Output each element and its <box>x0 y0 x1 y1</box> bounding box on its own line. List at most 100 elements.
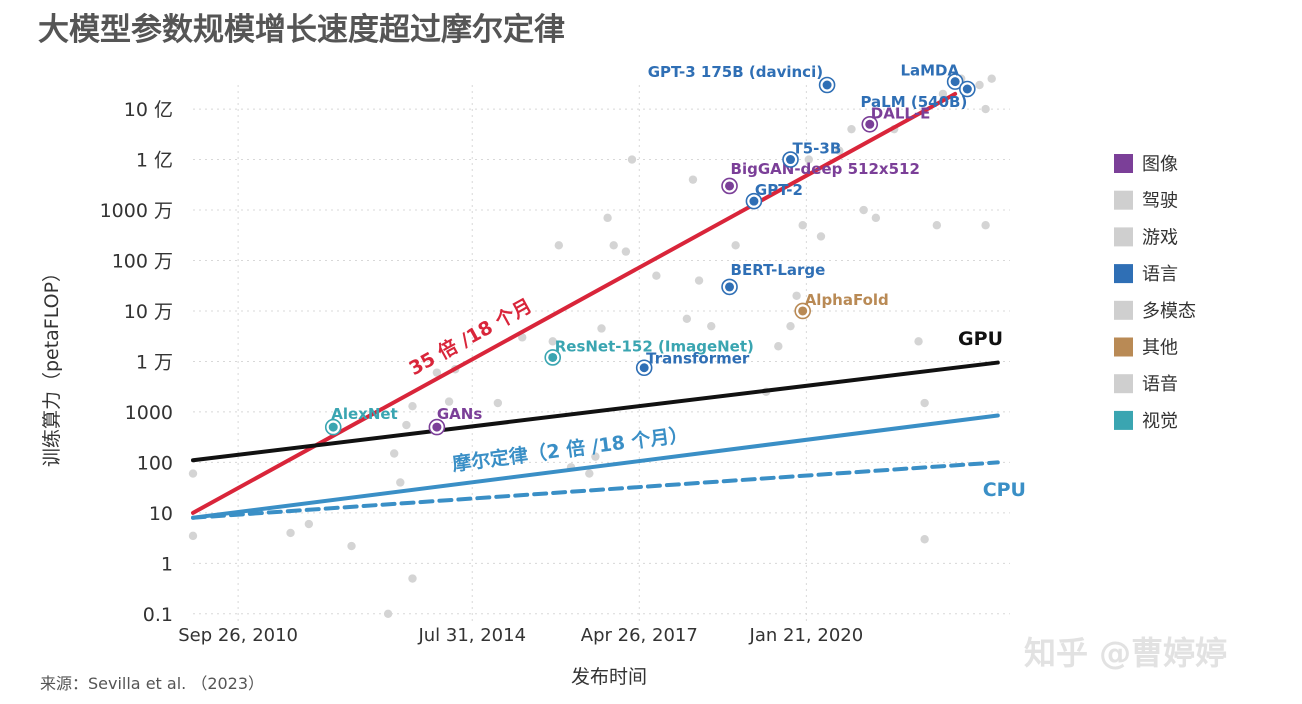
model-point <box>725 181 735 191</box>
source-note: 来源：Sevilla et al. （2023） <box>40 674 264 693</box>
model-label: Transformer <box>646 350 750 368</box>
data-point <box>786 321 795 331</box>
data-point <box>798 221 807 230</box>
y-tick-label: 10 万 <box>124 301 173 323</box>
y-axis-label: 训练算力（petaFLOP） <box>41 263 63 467</box>
data-point <box>383 609 393 619</box>
x-tick-label: Apr 26, 2017 <box>581 625 698 646</box>
data-point <box>987 74 996 83</box>
model-point <box>432 422 442 432</box>
trend-line-gpu <box>191 360 1000 463</box>
legend-swatch-multimodal <box>1114 300 1133 320</box>
model-label: LaMDA <box>900 62 959 80</box>
model-label: AlphaFold <box>805 291 889 309</box>
data-point <box>835 146 844 155</box>
model-point <box>962 84 972 94</box>
model-label: DALL-E <box>871 104 931 122</box>
data-point <box>432 368 442 377</box>
data-point <box>981 221 990 230</box>
y-tick-label: 0.1 <box>143 604 173 626</box>
data-point <box>585 469 594 478</box>
trend-lines <box>191 91 1000 520</box>
model-point <box>639 363 649 373</box>
legend-label-other: 其他 <box>1142 338 1178 359</box>
page-title: 大模型参数规模增长速度超过摩尔定律 <box>38 12 565 48</box>
x-axis-ticks: Sep 26, 2010 Jul 31, 2014 Apr 26, 2017 Jan … <box>178 625 863 646</box>
data-point <box>932 221 942 230</box>
data-point <box>847 124 856 134</box>
data-point <box>188 531 198 541</box>
legend-label-game: 游戏 <box>1142 227 1178 248</box>
trend-label-gpu: GPU <box>958 328 1003 350</box>
model-point <box>749 196 759 206</box>
data-point <box>920 535 929 544</box>
data-point <box>792 291 801 300</box>
data-point <box>774 342 783 351</box>
data-point <box>975 80 984 90</box>
data-point <box>597 324 606 333</box>
data-point <box>688 175 698 184</box>
x-tick-label: Jul 31, 2014 <box>417 625 526 646</box>
y-tick-label: 100 万 <box>112 250 173 272</box>
model-label: PaLM (540B) <box>860 93 967 111</box>
y-tick-label: 1 亿 <box>136 150 173 172</box>
model-point <box>725 282 735 292</box>
y-tick-label: 10 亿 <box>124 99 173 121</box>
data-point <box>652 271 661 280</box>
data-point <box>408 574 417 583</box>
y-tick-label: 1000 <box>125 402 173 424</box>
model-point <box>328 422 338 432</box>
data-point <box>444 397 454 406</box>
y-tick-label: 1000 万 <box>100 200 173 222</box>
data-point <box>682 314 692 323</box>
data-point <box>707 321 716 331</box>
data-point <box>286 528 295 538</box>
data-point <box>621 247 631 256</box>
trend-label-cpu: CPU <box>983 479 1026 501</box>
legend-label-multimodal: 多模态 <box>1142 301 1196 322</box>
data-point <box>938 89 948 99</box>
trend-line-cpu <box>191 460 1000 520</box>
model-point <box>950 77 960 87</box>
legend-swatch-other <box>1114 337 1133 357</box>
data-point <box>804 155 813 164</box>
model-label: ResNet-152 (ImageNet) <box>555 337 754 355</box>
data-point <box>920 398 929 408</box>
legend-swatch-speech <box>1114 374 1133 394</box>
model-point <box>798 306 808 316</box>
x-tick-label: Sep 26, 2010 <box>178 625 298 646</box>
data-point <box>981 104 990 114</box>
model-label: GPT-3 175B (davinci) <box>648 63 823 81</box>
data-point <box>871 213 881 223</box>
legend-label-speech: 语音 <box>1142 374 1178 395</box>
model-point <box>865 119 875 129</box>
data-point <box>816 232 826 241</box>
data-point <box>609 241 618 250</box>
model-point <box>786 155 796 165</box>
legend-swatch-drive <box>1114 190 1133 210</box>
data-point <box>603 213 612 223</box>
legend-swatch-image <box>1114 154 1133 173</box>
y-tick-label: 100 <box>137 452 173 474</box>
data-point <box>694 276 704 285</box>
highlighted-models: AlexNet GANs ResNet-152 (ImageNet)Transfor… <box>324 62 976 436</box>
legend-label-language: 语言 <box>1142 264 1178 285</box>
data-point <box>396 478 405 487</box>
legend-label-image: 图像 <box>1142 154 1178 175</box>
data-point <box>914 337 923 346</box>
model-label: AlexNet <box>331 405 398 423</box>
data-point <box>304 519 314 529</box>
data-point <box>402 420 411 430</box>
model-label: GPT-2 <box>755 181 803 199</box>
data-point <box>627 155 637 164</box>
data-point <box>591 452 600 461</box>
watermark: 知乎 @曹婷婷 <box>1024 634 1227 672</box>
model-point <box>548 352 558 362</box>
legend-swatch-vision <box>1114 410 1133 430</box>
model-label: GANs <box>437 405 482 423</box>
data-point <box>347 541 356 551</box>
legend-label-drive: 驾驶 <box>1142 191 1178 212</box>
y-tick-label: 1 万 <box>136 351 173 373</box>
model-point <box>822 80 832 90</box>
